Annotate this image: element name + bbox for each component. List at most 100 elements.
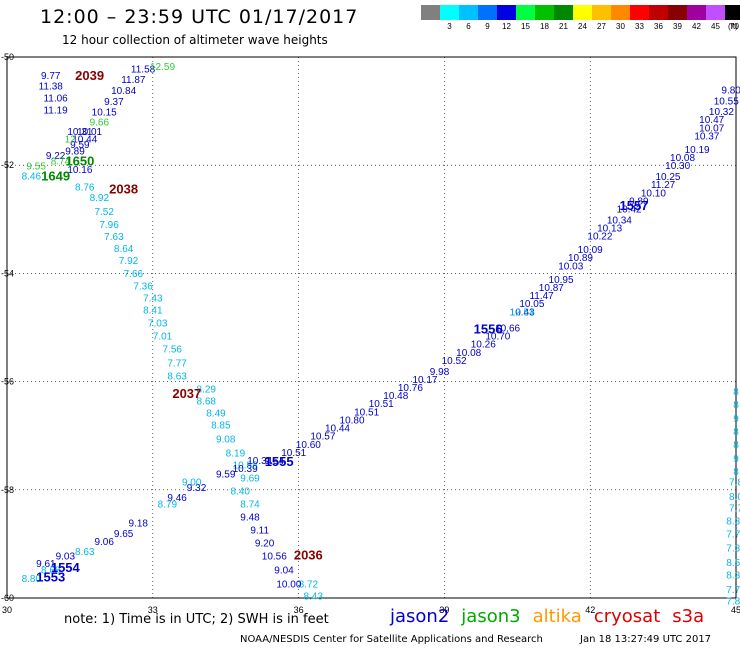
legend-swatch xyxy=(687,5,706,20)
pass-time-label: 1555 xyxy=(265,454,294,469)
swh-value: 10.51 xyxy=(354,407,379,418)
swh-value: 10.31 xyxy=(67,127,92,138)
swh-value: 8.43 xyxy=(303,591,323,602)
swh-value: 12.59 xyxy=(150,62,175,73)
pass-time-label: 2039 xyxy=(75,68,104,83)
swh-value: 9.61 xyxy=(36,559,56,570)
swh-value: 9.46 xyxy=(167,493,187,504)
legend-swatch xyxy=(668,5,687,20)
swh-value: 9.89 xyxy=(629,196,649,207)
swh-value: 7.66 xyxy=(124,269,144,280)
page-subtitle: 12 hour collection of altimeter wave hei… xyxy=(62,33,328,47)
swh-value: 12 xyxy=(65,135,77,146)
swh-value: 10.01 xyxy=(77,127,102,138)
legend-swatch xyxy=(440,5,459,20)
legend-swatch xyxy=(516,5,535,20)
pass-time-label: 1554 xyxy=(51,560,81,575)
y-tick-label: -56 xyxy=(1,377,14,387)
swh-value: 12.54 xyxy=(510,307,535,318)
swh-value: 7.43 xyxy=(143,294,163,305)
swh-value: 8.40 xyxy=(231,486,251,497)
swh-value: 8.64 xyxy=(114,244,134,255)
swh-value: 10.87 xyxy=(539,283,564,294)
swh-value: 10.10 xyxy=(641,188,666,199)
swh-value: 10.08 xyxy=(456,348,481,359)
swh-value: 11.27 xyxy=(651,180,676,191)
mission-legend: jason2 jason3 altika cryosat s3a xyxy=(390,606,716,627)
pass-time-label: 2037 xyxy=(172,386,201,401)
mission-s3a: s3a xyxy=(672,606,705,627)
legend-swatch xyxy=(706,5,725,20)
swh-value: 10.13 xyxy=(597,223,622,234)
swh-value: 11.47 xyxy=(529,291,554,302)
swh-value: 10.25 xyxy=(655,172,680,183)
swh-value: 10.42 xyxy=(617,204,642,215)
swh-value: 8.68 xyxy=(197,397,217,408)
swh-value: 11.38 xyxy=(39,82,64,93)
swh-value: 10.26 xyxy=(471,340,496,351)
legend-swatch xyxy=(478,5,497,20)
swh-value: 8 xyxy=(733,440,739,451)
swh-value: 9.11 xyxy=(250,525,269,536)
swh-value: 8.49 xyxy=(206,408,226,419)
swh-value: 8 xyxy=(733,427,739,438)
legend-swatch xyxy=(611,5,630,20)
pass-time-label: 2038 xyxy=(109,181,138,196)
swh-value: 9.77 xyxy=(41,71,61,82)
color-scale-legend xyxy=(421,5,740,20)
swh-value: 9.22 xyxy=(46,151,66,162)
swh-value: 8.80 xyxy=(22,574,42,585)
swh-value: 9.06 xyxy=(94,537,114,548)
swh-value: 9.89 xyxy=(65,147,85,158)
swh-value: 9.32 xyxy=(187,483,207,494)
swh-value: 9 xyxy=(733,454,739,465)
swh-value: 7.03 xyxy=(148,319,168,330)
legend-label: 24 xyxy=(578,22,587,31)
swh-value: 7.92 xyxy=(119,256,139,267)
swh-value: 10.03 xyxy=(558,261,583,272)
swh-value: 10.47 xyxy=(699,115,724,126)
swh-value: 8.85 xyxy=(211,420,231,431)
y-tick-label: -54 xyxy=(1,268,14,278)
swh-value: 8.76 xyxy=(75,182,95,193)
mission-cryosat: cryosat xyxy=(593,606,661,627)
swh-value: 8.63 xyxy=(75,547,95,558)
swh-value: 10.84 xyxy=(111,86,136,97)
swh-value: 10.39 xyxy=(233,464,258,475)
swh-value: 8.41 xyxy=(143,306,163,317)
swh-value: 9.69 xyxy=(240,473,260,484)
swh-value: 10.70 xyxy=(485,332,510,343)
swh-value: 10.80 xyxy=(340,415,365,426)
mission-jason2: jason2 xyxy=(390,606,450,627)
legend-label: 9 xyxy=(485,22,490,31)
legend-label: 30 xyxy=(616,22,625,31)
swh-value: 10.44 xyxy=(325,424,350,435)
swh-value: 9.48 xyxy=(240,512,260,523)
swh-value: 7.01 xyxy=(153,332,173,343)
pass-time-label: 1553 xyxy=(36,569,65,584)
color-scale-units: (ft) xyxy=(728,22,738,31)
swh-value: 10.30 xyxy=(665,161,690,172)
swh-value: 10.37 xyxy=(694,131,719,142)
swh-value: 7.36 xyxy=(133,281,153,292)
mission-jason3: jason3 xyxy=(461,606,521,627)
swh-value: 7.96 xyxy=(99,220,119,231)
swh-value: 8.68 xyxy=(41,565,61,576)
legend-label: 21 xyxy=(559,22,568,31)
swh-value: 9.55 xyxy=(26,162,46,173)
swh-value: 10.19 xyxy=(685,145,710,156)
swh-value: 10.16 xyxy=(67,165,92,176)
swh-value: 8.74 xyxy=(51,156,71,167)
swh-value: 8.37 xyxy=(726,517,740,528)
y-tick-label: -50 xyxy=(1,52,14,62)
legend-swatch xyxy=(592,5,611,20)
swh-value: 10.48 xyxy=(383,391,408,402)
swh-value: 8.79 xyxy=(158,499,178,510)
pass-time-label: 1650 xyxy=(65,153,94,168)
swh-value: 10.51 xyxy=(369,399,394,410)
swh-value: 8.74 xyxy=(240,499,260,510)
y-tick-label: -60 xyxy=(1,593,14,603)
swh-value: 10.51 xyxy=(281,448,306,459)
swh-value: 11.06 xyxy=(43,94,68,105)
